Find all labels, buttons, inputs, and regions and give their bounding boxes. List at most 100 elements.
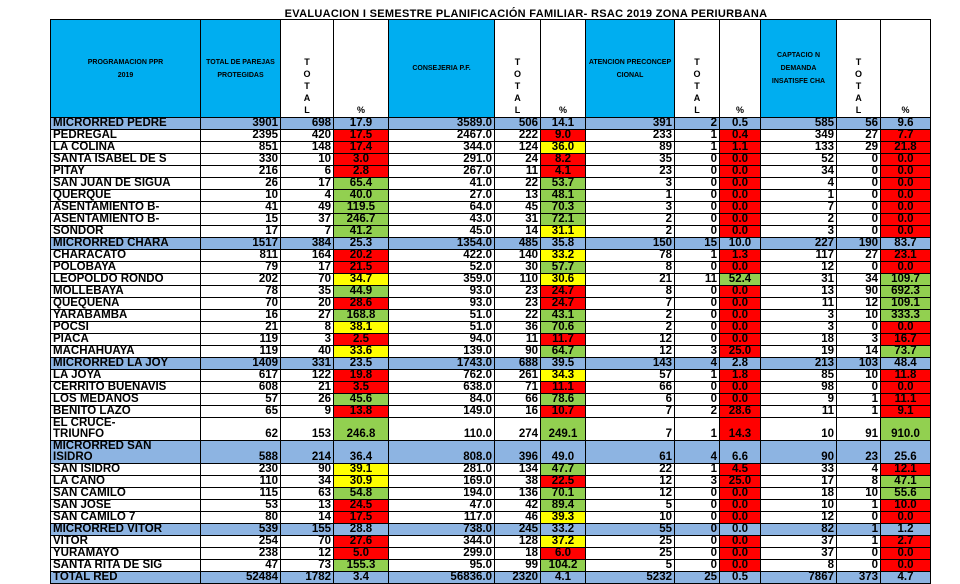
total-4-cell: 0 — [836, 153, 881, 166]
pct-4-cell: 333.3 — [880, 309, 931, 322]
total-2-cell: 688 — [494, 357, 541, 370]
row-name: CHARACATO — [50, 249, 201, 262]
pct-3-cell: 0.4 — [719, 129, 761, 142]
parejas-cell: 119 — [200, 345, 281, 358]
atencion-cell: 3 — [585, 201, 675, 214]
pct-1-cell: 168.8 — [333, 309, 389, 322]
pct-2-cell: 64.7 — [540, 345, 586, 358]
total-2-cell: 140 — [494, 249, 541, 262]
pct-3-cell: 0.0 — [719, 177, 761, 190]
pct-2-cell: 249.1 — [540, 417, 586, 441]
captacion-cell: 82 — [760, 523, 837, 536]
consejeria-cell: 3589.0 — [388, 117, 495, 130]
atencion-cell: 233 — [585, 129, 675, 142]
total-4-cell: 91 — [836, 417, 881, 441]
consejeria-cell: 1743.0 — [388, 357, 495, 370]
pct-3-cell: 1.8 — [719, 369, 761, 382]
total-3-cell: 1 — [674, 417, 720, 441]
pct-1-cell: 246.7 — [333, 213, 389, 226]
total-1-cell: 35 — [280, 285, 334, 298]
captacion-cell: 117 — [760, 249, 837, 262]
total-3-cell: 1 — [674, 249, 720, 262]
pct-3-cell: 0.0 — [719, 547, 761, 560]
total-4-cell: 0 — [836, 201, 881, 214]
header-pct-4: % — [880, 19, 931, 118]
parejas-cell: 79 — [200, 261, 281, 274]
atencion-cell: 2 — [585, 213, 675, 226]
row-name: VITOR — [50, 535, 201, 548]
pct-2-cell: 4.1 — [540, 165, 586, 178]
consejeria-cell: 64.0 — [388, 201, 495, 214]
pct-3-cell: 0.5 — [719, 117, 761, 130]
pct-3-cell: 25.0 — [719, 475, 761, 488]
atencion-cell: 61 — [585, 440, 675, 464]
pct-1-cell: 45.6 — [333, 393, 389, 406]
total-4-cell: 1 — [836, 393, 881, 406]
total-2-cell: 134 — [494, 463, 541, 476]
subtotal-row: MICRORRED VITOR 539 155 28.8 738.0 245 33.2 55 0… — [50, 523, 931, 536]
row-name: SANTA RITA DE SIG — [50, 559, 201, 572]
total-3-cell: 0 — [674, 201, 720, 214]
pct-1-cell: 21.5 — [333, 261, 389, 274]
consejeria-cell: 94.0 — [388, 333, 495, 346]
pct-4-cell: 0.0 — [880, 381, 931, 394]
pct-2-cell: 70.3 — [540, 201, 586, 214]
total-3-cell: 0 — [674, 285, 720, 298]
total-1-cell: 37 — [280, 213, 334, 226]
pct-4-cell: 0.0 — [880, 177, 931, 190]
total-2-cell: 38 — [494, 475, 541, 488]
pct-1-cell: 17.9 — [333, 117, 389, 130]
pct-2-cell: 34.3 — [540, 369, 586, 382]
total-3-cell: 0 — [674, 487, 720, 500]
pct-2-cell: 30.6 — [540, 273, 586, 286]
total-1-cell: 21 — [280, 381, 334, 394]
captacion-cell: 85 — [760, 369, 837, 382]
total-4-cell: 190 — [836, 237, 881, 250]
captacion-cell: 7 — [760, 201, 837, 214]
table-row: LA JOYA 617 122 19.8 762.0 261 34.3 57 1 1.8 85 10 1… — [50, 369, 931, 382]
atencion-cell: 143 — [585, 357, 675, 370]
pct-1-cell: 33.6 — [333, 345, 389, 358]
captacion-cell: 213 — [760, 357, 837, 370]
pct-2-cell: 53.7 — [540, 177, 586, 190]
total-2-cell: 46 — [494, 511, 541, 524]
row-name: MACHAHUAYA — [50, 345, 201, 358]
pct-1-cell: 27.6 — [333, 535, 389, 548]
captacion-cell: 11 — [760, 405, 837, 418]
consejeria-cell: 56836.0 — [388, 571, 495, 584]
pct-4-cell: 21.8 — [880, 141, 931, 154]
atencion-cell: 5 — [585, 559, 675, 572]
total-1-cell: 153 — [280, 417, 334, 441]
total-2-cell: 13 — [494, 189, 541, 202]
pct-1-cell: 41.2 — [333, 225, 389, 238]
total-3-cell: 0 — [674, 189, 720, 202]
captacion-cell: 585 — [760, 117, 837, 130]
row-name: BENITO LAZO — [50, 405, 201, 418]
pct-2-cell: 14.1 — [540, 117, 586, 130]
pct-4-cell: 9.1 — [880, 405, 931, 418]
consejeria-cell: 93.0 — [388, 297, 495, 310]
atencion-cell: 35 — [585, 153, 675, 166]
total-2-cell: 22 — [494, 177, 541, 190]
total-1-cell: 3 — [280, 333, 334, 346]
atencion-cell: 3 — [585, 177, 675, 190]
pct-4-cell: 0.0 — [880, 559, 931, 572]
captacion-cell: 37 — [760, 535, 837, 548]
total-3-cell: 1 — [674, 463, 720, 476]
total-1-cell: 14 — [280, 511, 334, 524]
row-name: PITAY — [50, 165, 201, 178]
total-2-cell: 66 — [494, 393, 541, 406]
total-1-cell: 17 — [280, 261, 334, 274]
table-row: VITOR 254 70 27.6 344.0 128 37.2 25 0 0.0 37 1 2.7 — [50, 535, 931, 548]
total-4-cell: 27 — [836, 129, 881, 142]
total-3-cell: 0 — [674, 213, 720, 226]
pct-3-cell: 2.8 — [719, 357, 761, 370]
pct-1-cell: 119.5 — [333, 201, 389, 214]
header-total-4: T O T A L — [836, 19, 881, 118]
total-2-cell: 274 — [494, 417, 541, 441]
parejas-cell: 202 — [200, 273, 281, 286]
pct-1-cell: 38.1 — [333, 321, 389, 334]
pct-1-cell: 3.5 — [333, 381, 389, 394]
row-name: YURAMAYO — [50, 547, 201, 560]
parejas-cell: 26 — [200, 177, 281, 190]
